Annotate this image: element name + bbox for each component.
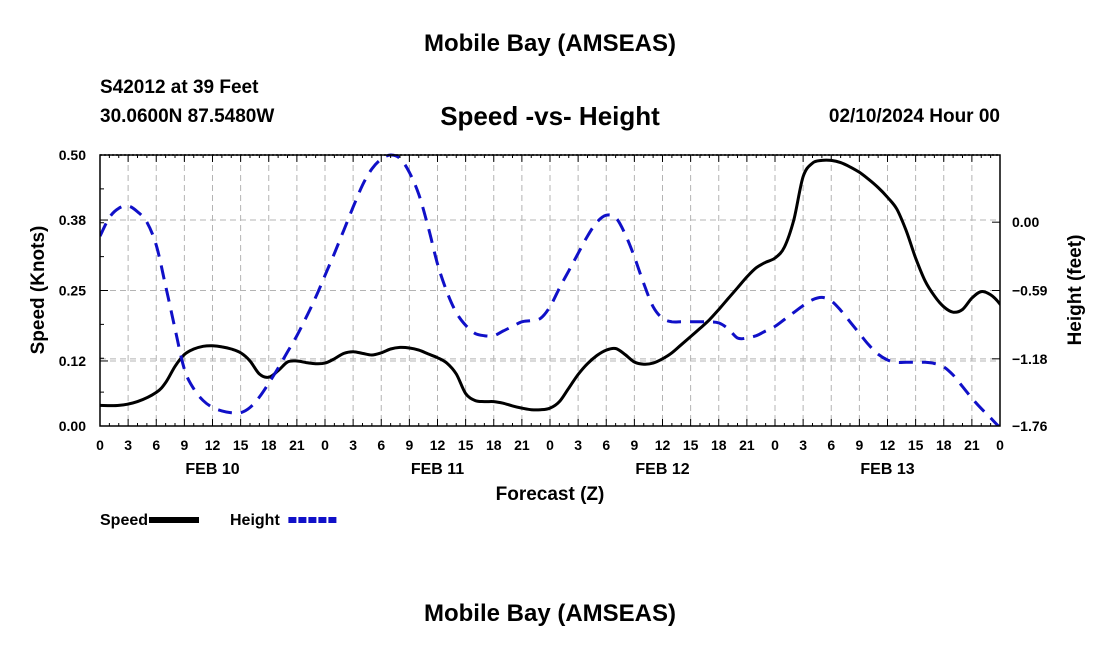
x-tick-label: 18	[936, 437, 952, 453]
grid	[100, 155, 1000, 426]
y2-tick-label: −1.76	[1012, 418, 1048, 434]
x-tick-label: 15	[683, 437, 699, 453]
y2-tick-label: 0.00	[1012, 214, 1039, 230]
x-tick-label: 21	[964, 437, 980, 453]
x-tick-label: 9	[405, 437, 413, 453]
x-tick-label: 0	[546, 437, 554, 453]
y2-tick-label: −0.59	[1012, 283, 1048, 299]
x-axis-title: Forecast (Z)	[496, 484, 605, 505]
x-tick-label: 15	[233, 437, 249, 453]
x-tick-label: 0	[771, 437, 779, 453]
day-label: FEB 10	[185, 461, 239, 478]
legend-label-height: Height	[230, 512, 280, 529]
x-tick-label: 12	[880, 437, 896, 453]
x-tick-label: 0	[996, 437, 1004, 453]
x-tick-label: 15	[908, 437, 924, 453]
legend: Speed Height	[100, 512, 339, 529]
x-tick-label: 3	[124, 437, 132, 453]
x-tick-label: 21	[514, 437, 530, 453]
forecast-datetime: 02/10/2024 Hour 00	[828, 106, 1000, 127]
x-tick-label: 6	[377, 437, 385, 453]
x-tick-label: 12	[205, 437, 221, 453]
axes: 0 3 6 9 12 15 18 21 0 3 6 9 12 15 18 21 0 3 6 9 12 15 18 21 0 3 6 9…	[59, 147, 1048, 478]
day-label: FEB 13	[860, 461, 914, 478]
station-coordinates: 30.0600N 87.5480W	[100, 106, 275, 127]
x-tick-label: 15	[458, 437, 474, 453]
page-title: Mobile Bay (AMSEAS)	[423, 30, 677, 57]
x-tick-label: 18	[486, 437, 502, 453]
x-tick-label: 9	[855, 437, 863, 453]
y-tick-label: 0.12	[59, 353, 86, 369]
y2-tick-label: −1.18	[1012, 351, 1048, 367]
x-tick-label: 0	[96, 437, 104, 453]
y-tick-label: 0.50	[59, 147, 86, 163]
x-tick-label: 9	[630, 437, 638, 453]
station-label: S42012 at 39 Feet	[100, 77, 259, 98]
x-tick-label: 3	[799, 437, 807, 453]
speed-series-line	[100, 158, 1000, 412]
y-axis-title: Speed (Knots)	[28, 226, 49, 355]
x-tick-label: 21	[289, 437, 305, 453]
x-tick-label: 21	[739, 437, 755, 453]
x-tick-label: 3	[349, 437, 357, 453]
y2-axis-title: Height (feet)	[1065, 235, 1086, 346]
x-tick-label: 0	[321, 437, 329, 453]
y-tick-label: 0.00	[59, 418, 86, 434]
axis-labels: Forecast (Z) Speed (Knots) Height (feet)	[28, 226, 1086, 505]
x-tick-label: 18	[261, 437, 277, 453]
chart-title: Speed -vs- Height	[440, 101, 660, 131]
day-label: FEB 12	[635, 461, 689, 478]
legend-label-speed: Speed	[100, 512, 148, 529]
x-tick-label: 12	[430, 437, 446, 453]
x-tick-label: 6	[827, 437, 835, 453]
x-tick-label: 6	[152, 437, 160, 453]
y-tick-label: 0.25	[59, 283, 86, 299]
x-tick-label: 9	[180, 437, 188, 453]
y-tick-label: 0.38	[59, 212, 86, 228]
x-tick-label: 3	[574, 437, 582, 453]
x-tick-label: 12	[655, 437, 671, 453]
series-layer	[100, 153, 1000, 426]
page-title-repeat: Mobile Bay (AMSEAS)	[423, 600, 677, 627]
x-tick-label: 18	[711, 437, 727, 453]
x-tick-label: 6	[602, 437, 610, 453]
height-series-line	[100, 153, 1000, 426]
day-label: FEB 11	[411, 461, 464, 478]
